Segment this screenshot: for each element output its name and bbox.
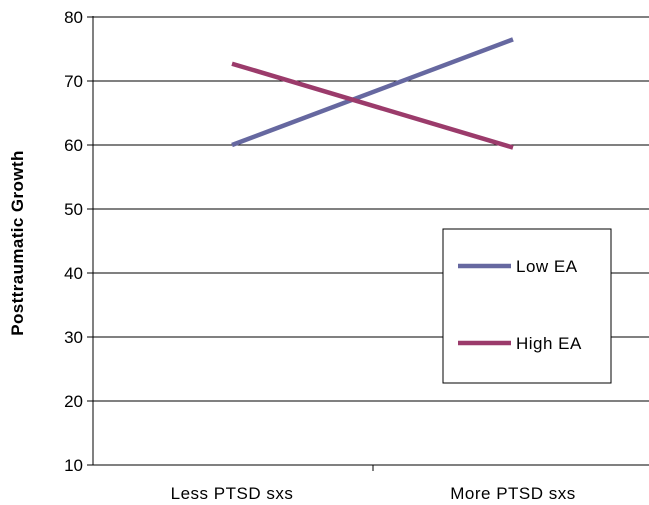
y-tick-label: 40 xyxy=(64,264,83,283)
y-tick-label: 10 xyxy=(64,456,83,475)
y-tick-labels: 10 20 30 40 50 60 70 80 xyxy=(64,8,83,475)
x-tick-labels: Less PTSD sxs More PTSD sxs xyxy=(171,465,576,503)
legend-box xyxy=(442,228,612,384)
y-tick-label: 20 xyxy=(64,392,83,411)
legend-label: Low EA xyxy=(516,257,578,276)
y-tick-label: 30 xyxy=(64,328,83,347)
legend: Low EA High EA xyxy=(442,228,612,384)
y-axis-label: Posttraumatic Growth xyxy=(8,150,27,336)
x-tick-label: Less PTSD sxs xyxy=(171,484,294,503)
legend-label: High EA xyxy=(516,334,582,353)
y-tick-label: 60 xyxy=(64,136,83,155)
y-tick-label: 50 xyxy=(64,200,83,219)
gridlines xyxy=(87,16,649,466)
series-lines xyxy=(231,37,514,150)
y-tick-label: 70 xyxy=(64,72,83,91)
y-tick-label: 80 xyxy=(64,8,83,27)
series-line-high-ea xyxy=(231,61,514,150)
x-tick-label: More PTSD sxs xyxy=(450,484,576,503)
series-line-low-ea xyxy=(231,37,514,148)
